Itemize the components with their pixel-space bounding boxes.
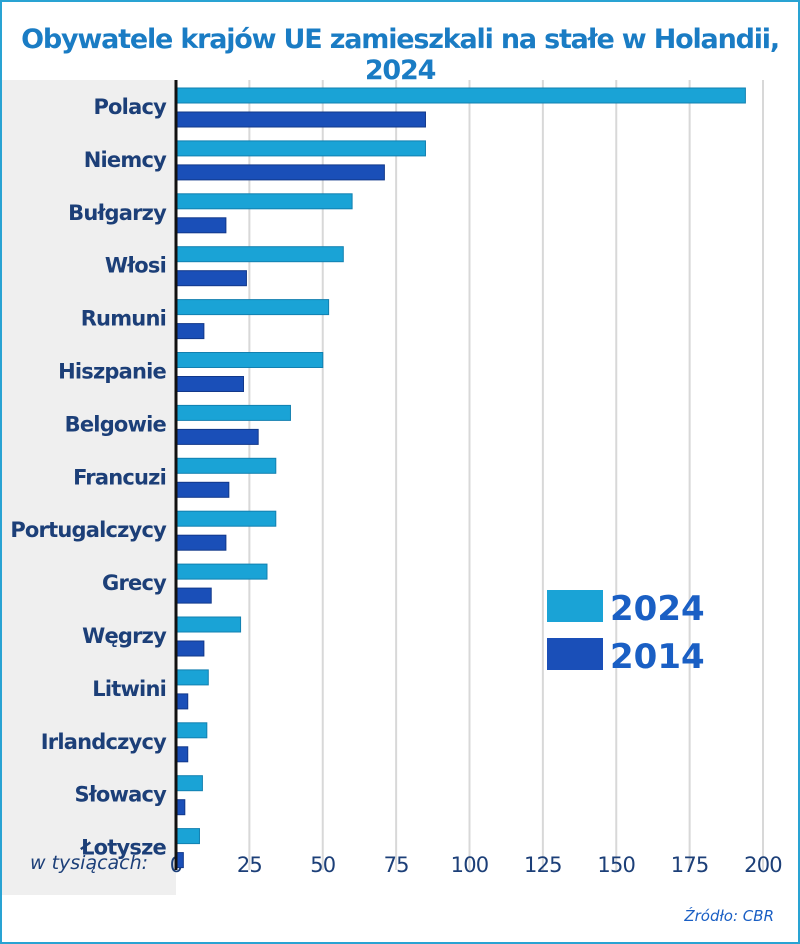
x-axis-label: w tysiącach: <box>30 852 149 874</box>
x-tick-label: 50 <box>310 853 335 877</box>
bar-2024 <box>175 510 277 527</box>
bar-2024 <box>175 404 291 421</box>
category-label-background <box>2 80 176 895</box>
source-note: Źródło: CBR <box>684 907 774 925</box>
bar-2024 <box>175 775 203 792</box>
bar-2014 <box>175 746 189 763</box>
bar-2014 <box>175 481 230 498</box>
category-label: Litwini <box>92 677 166 701</box>
bar-2014 <box>175 428 259 445</box>
category-label: Portugalczycy <box>10 518 167 542</box>
category-label: Irlandczycy <box>41 730 167 754</box>
x-tick-label: 150 <box>597 853 635 877</box>
bar-2024 <box>175 193 353 210</box>
legend-label: 2024 <box>610 589 705 629</box>
x-tick-label: 175 <box>671 853 709 877</box>
bar-2024 <box>175 140 426 157</box>
bar-2014 <box>175 693 189 710</box>
category-label: Łotysze <box>80 836 167 860</box>
category-label: Francuzi <box>73 465 166 489</box>
bar-2024 <box>175 722 208 739</box>
category-label: Polacy <box>93 95 167 119</box>
bar-2024 <box>175 352 324 368</box>
category-label: Bułgarzy <box>68 201 167 225</box>
bar-2024 <box>175 457 277 474</box>
bar-2024 <box>175 616 242 633</box>
x-tick-label: 200 <box>744 853 782 877</box>
category-label: Niemcy <box>84 148 167 172</box>
bar-2014 <box>175 376 245 392</box>
bar-2014 <box>175 587 212 604</box>
category-label: Belgowie <box>65 412 167 436</box>
bar-2014 <box>175 217 227 234</box>
x-tick-label: 100 <box>451 853 489 877</box>
category-label: Grecy <box>102 571 167 595</box>
category-label: Włosi <box>105 254 166 278</box>
category-label: Hiszpanie <box>58 360 166 384</box>
legend-swatch <box>547 638 603 670</box>
bar-2024 <box>175 299 330 316</box>
legend-label: 2014 <box>610 637 705 677</box>
bar-2024 <box>175 828 200 845</box>
chart-title: Obywatele krajów UE zamieszkali na stałe… <box>21 24 780 86</box>
x-tick-label: 75 <box>384 853 409 877</box>
bar-2014 <box>175 111 426 128</box>
bar-2014 <box>175 323 205 340</box>
bar-2014 <box>175 164 385 181</box>
legend-swatch <box>547 590 603 622</box>
x-tick-label: 125 <box>524 853 562 877</box>
bar-2024 <box>175 87 746 104</box>
category-label: Słowacy <box>75 783 168 807</box>
x-tick-label: 25 <box>237 853 262 877</box>
bar-2024 <box>175 246 344 263</box>
bar-2014 <box>175 640 205 657</box>
bar-2024 <box>175 669 209 686</box>
bar-2024 <box>175 563 268 580</box>
category-label: Rumuni <box>81 307 166 331</box>
bar-2014 <box>175 534 227 551</box>
bar-2014 <box>175 270 247 287</box>
category-label: Węgrzy <box>82 624 167 648</box>
